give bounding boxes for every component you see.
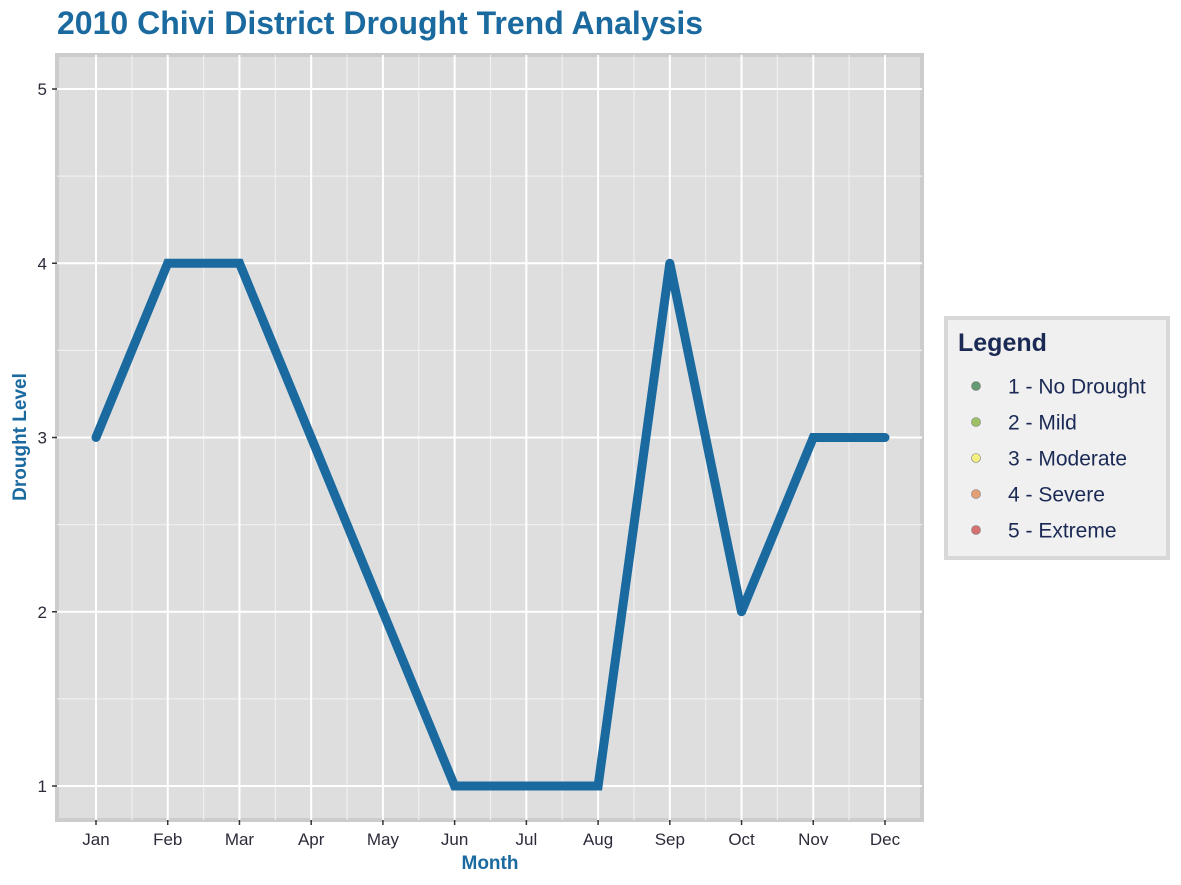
- data-point-aug: [593, 781, 603, 791]
- legend-label-2: 2 - Mild: [1008, 412, 1077, 435]
- y-tick-label: 4: [38, 254, 47, 273]
- x-tick-label-jul: Jul: [515, 830, 537, 849]
- data-point-feb: [163, 258, 173, 268]
- drought-level-line: [91, 258, 885, 791]
- data-point-apr: [306, 433, 316, 442]
- x-tick-label-mar: Mar: [225, 830, 255, 849]
- chart-title: 2010 Chivi District Drought Trend Analys…: [57, 5, 703, 41]
- y-tick-label: 5: [38, 80, 47, 99]
- legend-label-3: 3 - Moderate: [1008, 448, 1127, 471]
- data-point-may: [378, 607, 388, 617]
- legend-key-2: [971, 417, 981, 427]
- x-tick-label-aug: Aug: [583, 830, 613, 849]
- y-tick-label: 2: [38, 603, 47, 622]
- data-point-nov: [808, 433, 818, 442]
- data-point-jun: [450, 781, 460, 791]
- x-tick-label-apr: Apr: [298, 830, 325, 849]
- data-point-jan: [91, 433, 101, 442]
- data-point-mar: [234, 258, 244, 268]
- x-tick-label-sep: Sep: [655, 830, 685, 849]
- x-tick-label-oct: Oct: [728, 830, 755, 849]
- data-point-jul: [521, 781, 531, 791]
- x-tick-label-feb: Feb: [153, 830, 182, 849]
- legend: Legend 1 - No Drought 2 - Mild 3 - Moderat…: [944, 316, 1170, 560]
- legend-key-1: [971, 381, 981, 391]
- legend-key-4: [971, 489, 981, 499]
- x-tick-label-jan: Jan: [82, 830, 109, 849]
- y-tick-label: 1: [38, 777, 47, 796]
- series-layer: [91, 258, 890, 791]
- legend-label-4: 4 - Severe: [1008, 484, 1105, 507]
- data-point-oct: [737, 607, 747, 617]
- x-tick-label-dec: Dec: [870, 830, 901, 849]
- x-tick-label-nov: Nov: [798, 830, 829, 849]
- legend-key-5: [971, 525, 981, 535]
- major-gridlines: [57, 55, 922, 820]
- legend-box: [944, 316, 1170, 560]
- y-axis-title: Drought Level: [10, 373, 31, 501]
- legend-label-1: 1 - No Drought: [1008, 376, 1146, 399]
- legend-label-5: 5 - Extreme: [1008, 520, 1117, 543]
- y-axis: 1 2 3 4 5: [38, 80, 57, 796]
- data-point-dec: [880, 433, 890, 442]
- legend-key-3: [971, 453, 981, 463]
- x-axis: Jan Feb Mar Apr May Jun Jul Aug Sep Oct Nov Dec: [82, 820, 901, 849]
- x-tick-label-jun: Jun: [441, 830, 468, 849]
- y-tick-label: 3: [38, 429, 47, 448]
- legend-title: Legend: [958, 329, 1047, 357]
- data-point-sep: [665, 258, 675, 268]
- x-tick-label-may: May: [367, 830, 400, 849]
- legend-items: 1 - No Drought 2 - Mild 3 - Moderate 4 - Se…: [971, 376, 1146, 543]
- x-axis-title: Month: [462, 853, 519, 874]
